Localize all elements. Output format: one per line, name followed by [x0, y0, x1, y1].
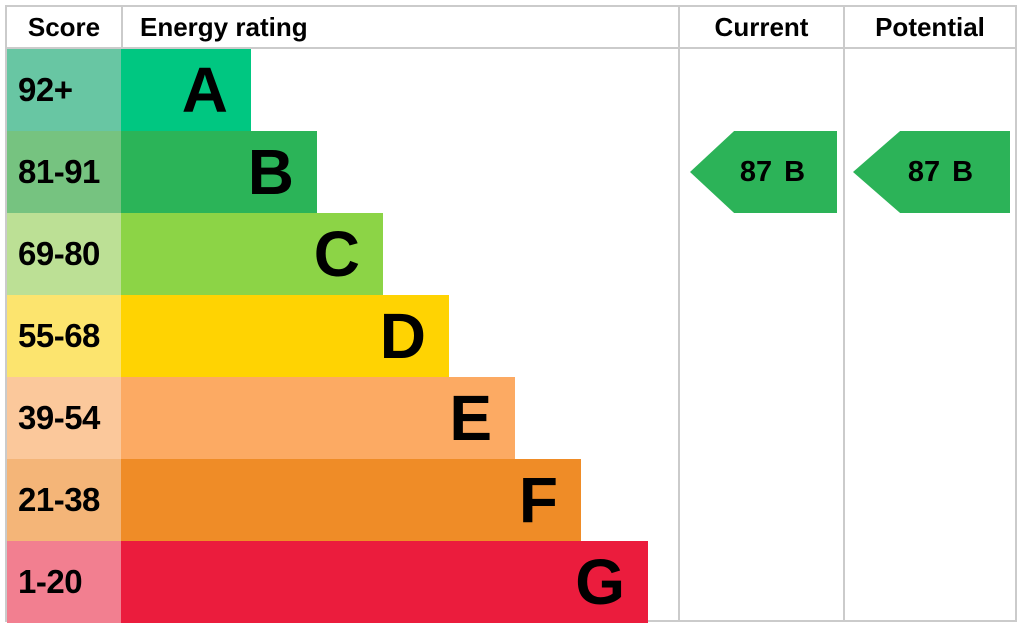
score-range-cell: 21-38 — [7, 459, 121, 541]
rating-band-row: 21-38 F — [7, 459, 667, 541]
score-range-cell: 69-80 — [7, 213, 121, 295]
rating-band-bar: B — [121, 131, 317, 213]
rating-band-bar: E — [121, 377, 515, 459]
header-separator-line — [7, 47, 1017, 49]
score-range-cell: 39-54 — [7, 377, 121, 459]
potential-column-divider — [843, 7, 845, 622]
potential-rating-score: 87 — [907, 155, 941, 188]
rating-band-bar: G — [121, 541, 648, 623]
rating-band-row: 69-80 C — [7, 213, 667, 295]
score-range-cell: 92+ — [7, 49, 121, 131]
current-column-divider — [678, 7, 680, 622]
rating-band-row: 39-54 E — [7, 377, 667, 459]
rating-band-row: 81-91 B — [7, 131, 667, 213]
rating-band-row: 55-68 D — [7, 295, 667, 377]
current-column-header: Current — [714, 12, 809, 42]
score-column-divider — [121, 7, 123, 47]
potential-rating-band: B — [952, 155, 974, 188]
score-range-cell: 55-68 — [7, 295, 121, 377]
current-rating-score: 87 — [739, 155, 773, 188]
potential-column-header: Potential — [875, 12, 985, 42]
rating-band-bar: D — [121, 295, 449, 377]
current-rating-band: B — [784, 155, 806, 188]
rating-band-row: 92+ A — [7, 49, 667, 131]
score-column-header: Score — [27, 12, 101, 42]
score-range-cell: 81-91 — [7, 131, 121, 213]
rating-band-rows: 92+ A 81-91 B 69-80 C 55-68 D 39-54 E 21… — [7, 49, 667, 623]
rating-band-bar: C — [121, 213, 383, 295]
score-range-cell: 1-20 — [7, 541, 121, 623]
rating-band-bar: A — [121, 49, 251, 131]
rating-band-row: 1-20 G — [7, 541, 667, 623]
rating-band-bar: F — [121, 459, 581, 541]
energy-rating-column-header: Energy rating — [140, 12, 308, 42]
